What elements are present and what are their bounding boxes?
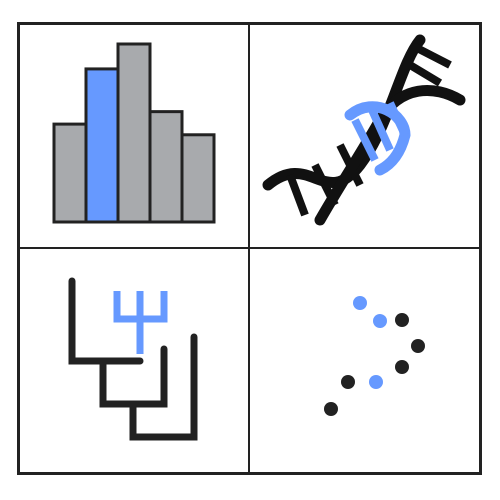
- dna-strand-a: [262, 34, 426, 191]
- scatter-dot: [341, 375, 355, 389]
- histogram-bar: [116, 42, 152, 224]
- scatter-dot: [411, 339, 425, 353]
- phylogenetic-tree-icon: [68, 277, 198, 441]
- tree-branch: [68, 277, 144, 365]
- scatter-dot: [353, 296, 367, 310]
- scatter-dot: [395, 360, 409, 374]
- histogram-bar: [180, 133, 216, 224]
- tile-scatter: [250, 249, 479, 472]
- scatter-dot: [395, 313, 409, 327]
- tile-dna: [250, 25, 479, 247]
- scatter-dot: [324, 402, 338, 416]
- dna-rung: [286, 173, 309, 217]
- dna-rung: [336, 143, 364, 187]
- tile-tree: [20, 249, 248, 472]
- tree-branch: [99, 345, 168, 408]
- scatter-dots-icon: [324, 296, 425, 416]
- dna-rung: [407, 61, 443, 87]
- tile-histogram: [20, 25, 248, 247]
- dna-rung: [413, 43, 452, 69]
- histogram-bar-highlighted: [84, 67, 120, 224]
- dna-rung: [311, 163, 339, 207]
- grid-divider-horizontal: [17, 247, 482, 249]
- histogram-bar: [148, 110, 184, 224]
- scatter-dot: [373, 314, 387, 328]
- dna-rung: [351, 118, 379, 162]
- dna-rung: [368, 108, 394, 152]
- tree-fork-highlight: [113, 291, 168, 323]
- tree-branch: [129, 333, 198, 441]
- dna-helix-icon: [262, 34, 466, 226]
- histogram-icon: [52, 42, 216, 224]
- dna-rung: [386, 101, 409, 137]
- histogram-bar: [52, 122, 88, 224]
- scatter-dot: [369, 375, 383, 389]
